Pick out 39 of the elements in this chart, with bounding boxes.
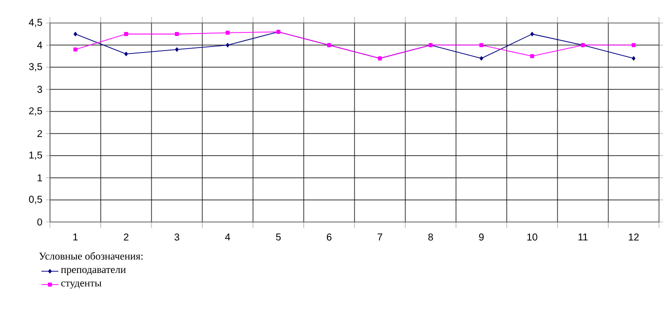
point: [73, 48, 78, 52]
legend-title: Условные обозначения:: [39, 252, 143, 260]
point: [226, 42, 230, 48]
y-tick-label: 0: [37, 218, 42, 226]
y-tick-label: 2,5: [29, 107, 42, 116]
point: [174, 32, 179, 36]
y-tick-label: 1,5: [29, 152, 42, 160]
y-tick-label: 4,5: [28, 18, 42, 28]
x-tick-label: 9: [479, 234, 484, 241]
point: [124, 52, 128, 56]
x-tick-label: 1: [73, 234, 78, 240]
y-tick-label: 2: [37, 130, 42, 138]
x-tick-label: 2: [124, 234, 128, 240]
y-tick-label: 4: [37, 42, 42, 49]
y-tick-label: 0,5: [29, 196, 42, 204]
x-tick-label: 5: [276, 234, 281, 240]
point: [175, 47, 179, 52]
legend-label: преподаватели: [60, 268, 126, 276]
legend-label: студенты: [61, 281, 102, 289]
y-tick-label: 3,5: [29, 63, 42, 72]
x-tick-label: 8: [428, 234, 433, 241]
point: [632, 43, 636, 48]
point: [530, 54, 534, 58]
point: [632, 56, 636, 61]
x-tick-label: 11: [578, 234, 588, 240]
y-tick-label: 1: [38, 174, 42, 182]
point: [74, 32, 78, 36]
point: [226, 30, 230, 35]
x-tick-label: 7: [378, 234, 382, 240]
x-tick-label: 4: [225, 234, 230, 240]
point: [124, 32, 128, 36]
x-tick-label: 3: [174, 234, 180, 241]
x-tick-label: 10: [527, 234, 538, 241]
point: [530, 32, 534, 36]
point: [480, 56, 484, 61]
point: [479, 43, 484, 48]
x-tick-label: 12: [628, 234, 639, 240]
y-tick-label: 3: [37, 86, 42, 93]
x-tick-label: 6: [326, 234, 332, 241]
